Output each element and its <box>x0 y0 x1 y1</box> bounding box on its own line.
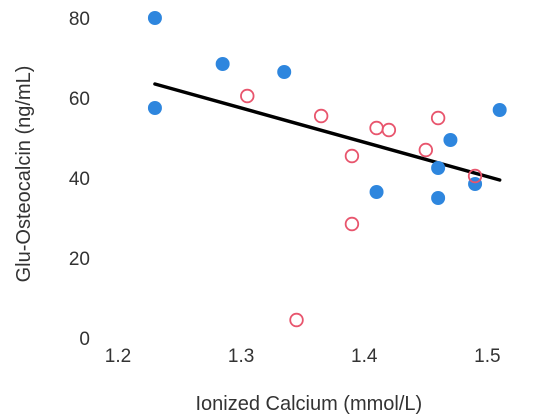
data-point-filled <box>443 133 458 147</box>
data-point-open <box>369 120 384 136</box>
data-point-open <box>289 312 304 328</box>
data-point-open <box>381 122 397 138</box>
data-point-filled <box>492 103 507 117</box>
x-tick-label: 1.2 <box>105 346 131 367</box>
y-tick-label: 60 <box>69 89 90 110</box>
data-point-open <box>418 142 434 158</box>
y-tick-label: 20 <box>69 249 90 270</box>
y-tick-label: 80 <box>69 9 90 30</box>
data-point-open <box>467 168 483 184</box>
data-point-filled <box>147 101 162 115</box>
data-point-open <box>313 108 329 124</box>
y-tick-label: 0 <box>79 329 90 350</box>
y-axis-ticks: 0 20 40 60 80 <box>69 9 90 350</box>
trendline <box>153 82 502 182</box>
x-tick-label: 1.3 <box>228 346 254 367</box>
data-points <box>147 11 507 328</box>
data-point-open <box>344 216 360 232</box>
x-tick-label: 1.5 <box>474 346 500 367</box>
y-axis-title: Glu-Osteocalcin (ng/mL) <box>13 66 35 283</box>
data-point-filled <box>369 185 384 199</box>
data-point-filled <box>431 191 446 205</box>
data-point-filled <box>215 57 230 71</box>
data-point-filled <box>277 65 292 79</box>
data-point-open <box>430 110 446 126</box>
data-point-open <box>240 88 255 104</box>
trendline-group <box>153 82 502 182</box>
y-tick-label: 40 <box>69 169 90 190</box>
data-point-open <box>344 148 360 164</box>
x-axis-title: Ionized Calcium (mmol/L) <box>195 393 422 415</box>
data-point-filled <box>147 11 162 25</box>
data-point-filled <box>431 161 446 175</box>
x-tick-label: 1.4 <box>351 346 378 367</box>
x-axis-ticks: 1.2 1.3 1.4 1.5 <box>105 346 501 367</box>
